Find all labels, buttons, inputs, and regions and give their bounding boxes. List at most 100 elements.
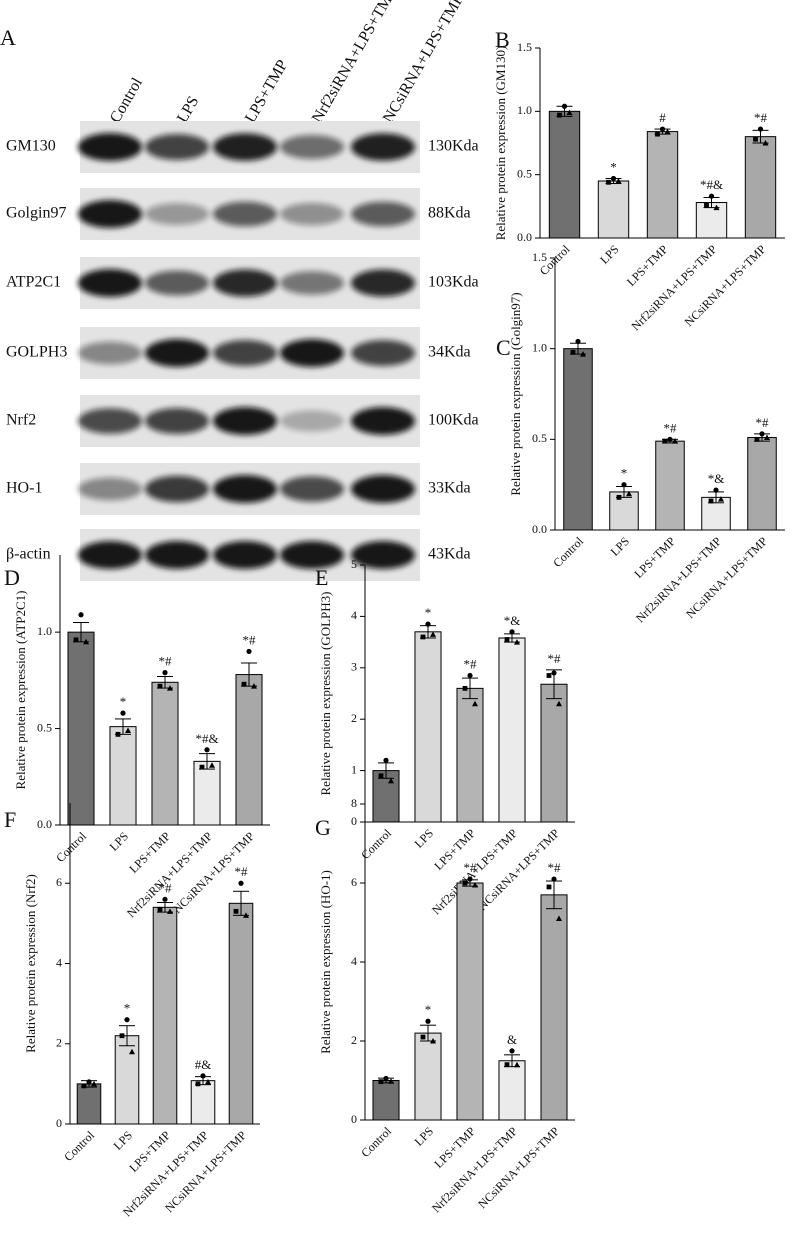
bar [646,131,679,239]
blot-band [280,476,344,502]
data-point [205,1078,211,1085]
x-tick-label: Control [53,829,89,865]
bar [372,1080,400,1121]
bar [152,906,178,1125]
blot-band [145,339,209,367]
blot-band [145,541,209,569]
blot-band [213,269,277,297]
blot-band [78,408,142,434]
data-point [124,1017,130,1023]
data-point [713,487,719,493]
panel-label: F [4,807,16,832]
bar [193,760,221,826]
significance-label: & [507,1032,517,1047]
y-tick-label: 0.0 [37,817,52,831]
data-point [626,490,632,497]
y-tick-label: 2 [351,1033,357,1047]
bar [597,180,630,239]
data-point [78,612,84,618]
x-tick-label: LPS [412,1124,437,1149]
data-point [556,700,562,707]
blot-band [351,269,415,297]
y-tick-label: 1.0 [532,340,547,354]
y-tick-label: 0.5 [532,431,547,445]
data-point [672,438,678,444]
data-point [615,178,622,184]
data-point [757,126,764,132]
significance-label: * [124,1001,131,1016]
bar [109,726,137,826]
panel-label: C [496,335,511,360]
data-point [420,634,426,640]
blot-band [351,407,415,435]
error-bar [119,1025,135,1047]
data-point [162,896,168,902]
data-point [472,881,478,888]
data-point [388,1078,394,1084]
size-label: 88Kda [428,205,471,222]
y-tick-label: 0 [351,1112,357,1126]
data-point [388,777,394,784]
bar [76,1083,102,1125]
panel-label: G [315,815,331,840]
data-point [762,140,769,146]
blot-band [78,477,142,501]
panel-label: D [4,565,20,590]
data-point [514,639,520,645]
data-point [125,727,131,733]
data-point [659,126,666,132]
x-tick-label: Nrf2siRNA+LPS+TMP [628,242,719,333]
x-tick-label: LPS [608,534,633,559]
x-tick-label: Control [61,1128,97,1164]
bar [456,882,484,1121]
blot-band [280,410,344,432]
significance-label: * [425,1002,432,1017]
blot-band [280,135,344,159]
bar [414,631,442,823]
y-axis-label: Relative protein expression (HO-1) [318,870,333,1054]
y-tick-label: 6 [351,875,357,889]
data-point [708,498,714,504]
y-tick-label: 4 [351,608,357,622]
data-point [662,438,668,444]
y-tick-label: 1 [351,762,357,776]
data-point [209,762,215,768]
significance-label: *# [235,864,249,879]
data-point [246,648,252,655]
bar [414,1032,442,1121]
x-tick-label: LPS [107,829,132,854]
bar [228,902,254,1125]
significance-label: *# [756,415,770,430]
blot-band [78,541,142,569]
y-axis-label: Relative protein expression (ATP2C1) [13,591,28,790]
data-point [570,349,576,355]
size-label: 100Kda [428,412,479,429]
bar [540,683,568,823]
data-point [708,193,715,199]
x-tick-label: NCsiRNA+LPS+TMP [683,534,770,621]
data-point [157,906,163,912]
data-point [425,621,431,627]
data-point [655,131,660,137]
x-tick-label: Nrf2siRNA+LPS+TMP [633,534,724,625]
significance-label: *& [504,613,521,628]
lane-label: NCsiRNA+LPS+TMP [380,0,467,126]
significance-label: *# [243,632,257,647]
blot-band [213,201,277,227]
data-point [713,204,720,211]
significance-label: *# [664,420,678,435]
y-tick-label: 4 [56,955,62,969]
data-point [759,431,765,437]
x-tick-label: Control [358,1124,394,1160]
bar [655,440,685,531]
data-point [616,494,622,500]
lane-label: Control [107,75,146,126]
significance-label: *# [159,880,173,895]
data-point [621,482,627,488]
blot-band [280,541,344,569]
panel-label: A [0,25,16,50]
blot-band [78,133,142,161]
significance-label: *# [159,654,173,669]
blot-band [213,475,277,503]
